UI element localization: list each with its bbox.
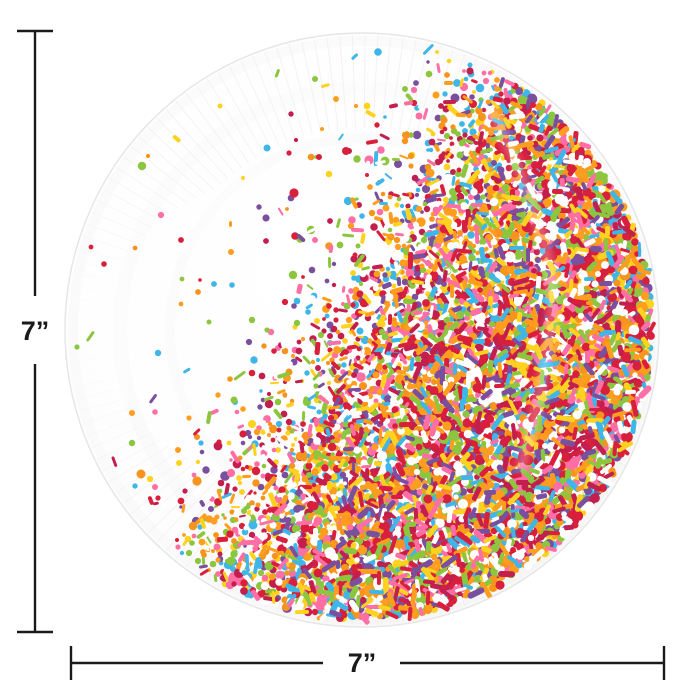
svg-text:7”: 7” [21, 316, 50, 346]
svg-text:7”: 7” [348, 648, 377, 678]
